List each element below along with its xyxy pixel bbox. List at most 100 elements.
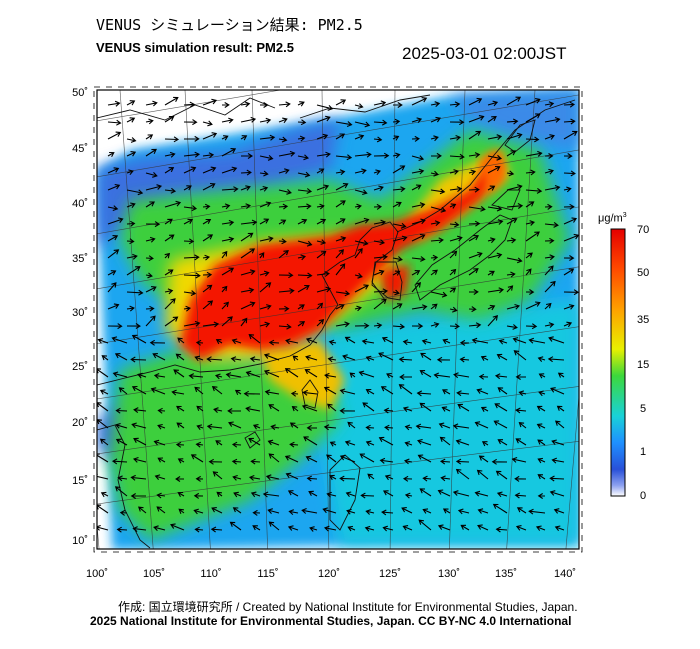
wind-arrow xyxy=(194,355,204,362)
wind-arrow xyxy=(404,424,413,431)
wind-arrow xyxy=(195,475,204,482)
wind-arrow xyxy=(554,525,565,532)
wind-arrow xyxy=(518,422,527,429)
wind-arrow xyxy=(544,254,555,261)
wind-arrow xyxy=(177,337,185,344)
colorbar-tick: 5 xyxy=(640,403,646,415)
wind-arrow xyxy=(240,116,257,123)
wind-arrow xyxy=(289,422,299,429)
wind-arrow xyxy=(130,493,146,499)
wind-arrow xyxy=(563,170,576,177)
lat-label: 40˚ xyxy=(72,198,88,210)
wind-arrow xyxy=(316,151,331,158)
wind-arrow xyxy=(126,151,137,157)
wind-arrow xyxy=(156,492,166,499)
wind-arrow xyxy=(419,488,432,497)
wind-arrow xyxy=(210,526,223,533)
wind-arrow xyxy=(288,509,299,516)
lat-label: 15˚ xyxy=(72,475,88,487)
wind-arrow xyxy=(145,172,158,178)
wind-arrow xyxy=(232,507,242,514)
wind-arrow xyxy=(316,203,325,210)
wind-arrow xyxy=(164,218,173,225)
wind-arrow xyxy=(392,118,401,125)
wind-arrow xyxy=(328,339,337,346)
wind-arrow xyxy=(278,323,292,330)
wind-arrow xyxy=(99,389,109,395)
wind-arrow xyxy=(345,491,356,498)
wind-arrow xyxy=(215,339,223,345)
wind-arrow xyxy=(170,523,185,531)
wind-arrow xyxy=(525,220,535,226)
wind-arrow xyxy=(130,356,147,363)
wind-arrow xyxy=(252,525,261,531)
wind-arrow xyxy=(419,402,432,412)
wind-arrow xyxy=(292,355,299,361)
wind-arrow xyxy=(468,97,483,106)
wind-arrow xyxy=(259,270,270,277)
wind-arrow xyxy=(386,372,394,379)
wind-arrow xyxy=(468,289,479,295)
lat-label: 10˚ xyxy=(72,535,88,547)
wind-arrow xyxy=(474,490,489,497)
wind-arrow xyxy=(126,266,141,276)
wind-arrow xyxy=(335,263,346,276)
wind-arrow xyxy=(550,387,565,395)
wind-arrow xyxy=(497,439,508,446)
wind-arrow xyxy=(153,372,166,379)
wind-arrow xyxy=(506,271,516,278)
wind-arrow xyxy=(544,322,555,328)
wind-arrow xyxy=(112,371,128,378)
wind-arrow xyxy=(354,284,370,293)
wind-arrow xyxy=(133,407,147,414)
wind-arrow xyxy=(202,152,215,159)
wind-arrow xyxy=(495,470,508,480)
wind-arrow xyxy=(430,152,442,159)
wind-arrow xyxy=(468,322,482,329)
wind-arrow xyxy=(335,290,351,297)
wind-arrow xyxy=(202,271,213,278)
wind-arrow xyxy=(188,373,204,380)
wind-arrow xyxy=(164,234,175,242)
wind-arrow xyxy=(324,372,337,379)
wind-arrow xyxy=(417,454,432,463)
wind-arrow xyxy=(154,474,166,480)
wind-arrow xyxy=(392,152,401,159)
wind-arrow xyxy=(132,526,147,533)
wind-arrow xyxy=(221,102,230,108)
wind-arrow xyxy=(270,424,280,431)
wind-arrow xyxy=(537,356,546,362)
wind-arrow xyxy=(449,221,460,228)
wind-arrow xyxy=(449,268,457,276)
wind-arrow xyxy=(365,388,375,395)
wind-arrow xyxy=(243,390,261,397)
wind-arrow xyxy=(126,323,141,329)
wind-arrow xyxy=(354,322,370,329)
wind-arrow xyxy=(131,334,147,344)
wind-arrow xyxy=(335,169,346,176)
wind-arrow xyxy=(285,338,299,345)
wind-arrow xyxy=(305,354,318,361)
wind-arrow xyxy=(196,405,204,412)
wind-arrow xyxy=(373,203,383,210)
wind-arrow xyxy=(285,472,299,480)
lon-axis-labels: 100˚ 105˚ 110˚ 115˚ 120˚ 125˚ 130˚ 135˚ … xyxy=(86,568,576,580)
wind-arrow xyxy=(316,302,324,310)
colorbar-tick: 50 xyxy=(637,267,649,279)
wind-arrow xyxy=(278,219,287,225)
wind-arrow xyxy=(107,270,117,276)
wind-arrow xyxy=(305,455,318,463)
wind-arrow xyxy=(468,115,485,123)
wind-arrow xyxy=(234,389,242,396)
wind-arrow xyxy=(487,205,503,212)
wind-arrow xyxy=(381,509,394,516)
wind-arrow xyxy=(538,373,546,379)
wind-arrow xyxy=(183,305,192,312)
wind-arrow xyxy=(525,231,540,242)
wind-arrow xyxy=(365,424,375,431)
wind-arrow xyxy=(202,98,217,106)
wind-arrow xyxy=(326,403,337,412)
wind-arrow xyxy=(107,249,120,259)
wind-arrow xyxy=(335,321,350,328)
wind-arrow xyxy=(373,322,383,329)
